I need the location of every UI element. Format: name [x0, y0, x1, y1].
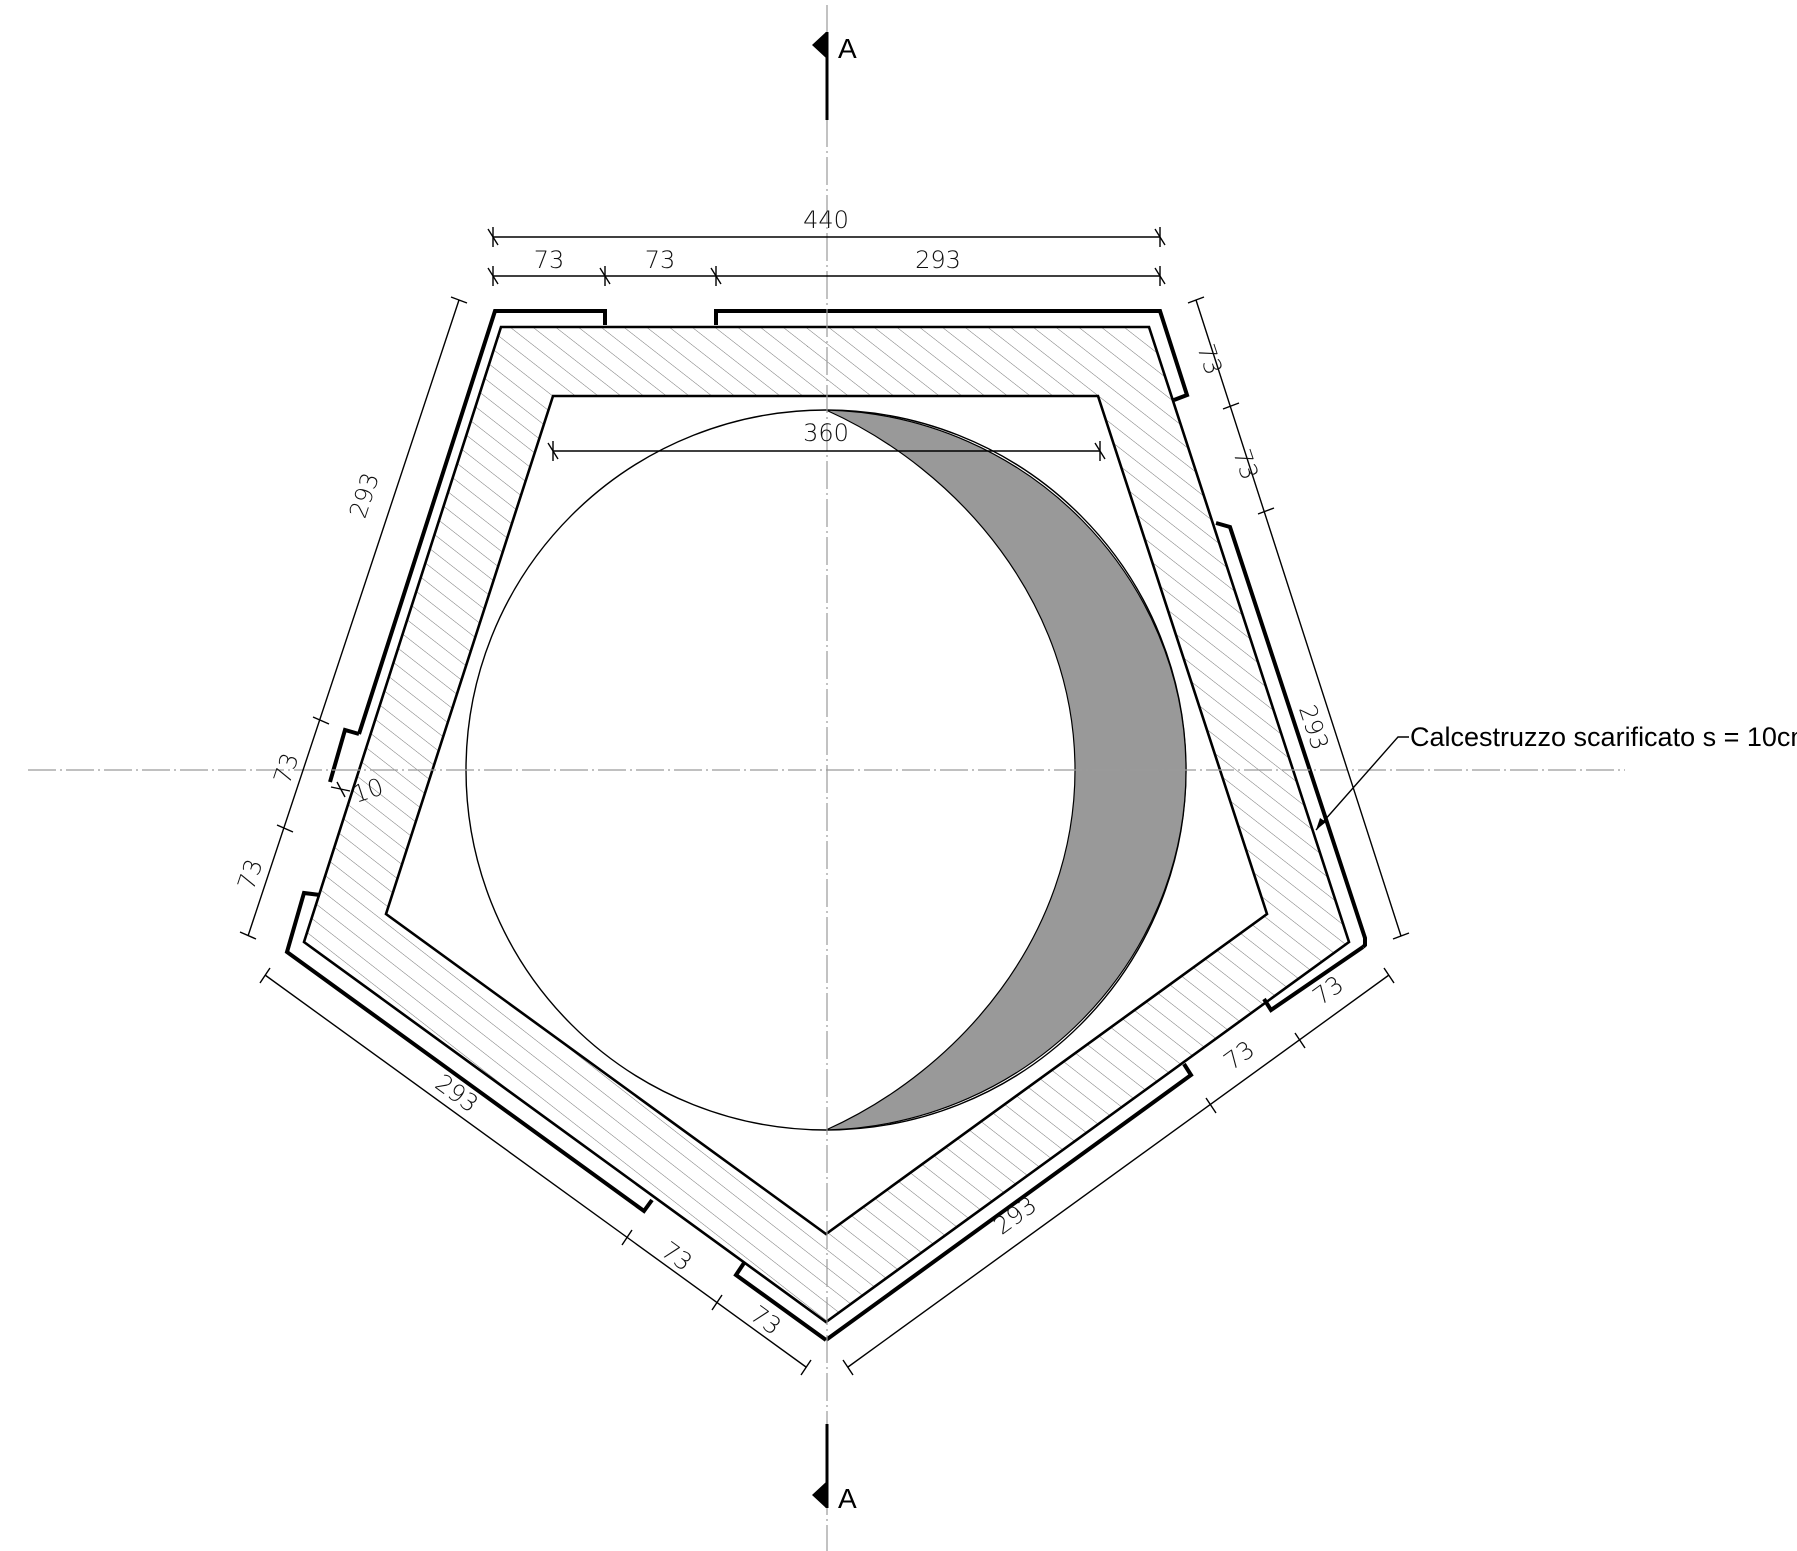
dim-bottom-right-seg-2: 73 — [1308, 970, 1349, 1011]
section-label-top: A — [838, 33, 857, 64]
dim-bottom-left-seg-1: 73 — [656, 1236, 697, 1277]
top-dimensions: 440 73 73 293 — [487, 206, 1166, 286]
dim-top-seg-1: 73 — [534, 246, 565, 274]
inner-pentagon-outline — [384, 394, 1269, 1236]
concrete-note: Calcestruzzo scarificato s = 10cm — [1410, 722, 1797, 752]
dim-right-upper-seg-1: 73 — [1191, 341, 1227, 379]
dim-top-seg-3: 293 — [915, 246, 961, 274]
section-mark-bottom: A — [812, 1424, 857, 1514]
shaded-crescent — [825, 409, 1187, 1131]
section-label-bottom: A — [838, 1483, 857, 1514]
diameter-dimension: 360 — [547, 419, 1106, 461]
dim-left-upper-long: 293 — [344, 469, 385, 521]
outer-cladding — [284, 309, 1367, 1342]
section-mark-top: A — [812, 32, 857, 120]
dim-left-lower-seg-2: 73 — [232, 856, 268, 894]
dim-top-seg-2: 73 — [645, 246, 676, 274]
outer-concrete-outline — [302, 325, 1351, 1324]
dim-top-overall: 440 — [803, 206, 849, 234]
concrete-note-leader: Calcestruzzo scarificato s = 10cm — [1315, 722, 1797, 831]
dim-bottom-right-seg-1: 73 — [1219, 1035, 1260, 1076]
dim-right-upper-seg-2: 73 — [1227, 446, 1263, 484]
scarified-concrete-hatch — [304, 327, 1349, 1322]
dim-bottom-left-long: 293 — [430, 1069, 484, 1119]
dim-inner-diameter: 360 — [803, 419, 849, 447]
